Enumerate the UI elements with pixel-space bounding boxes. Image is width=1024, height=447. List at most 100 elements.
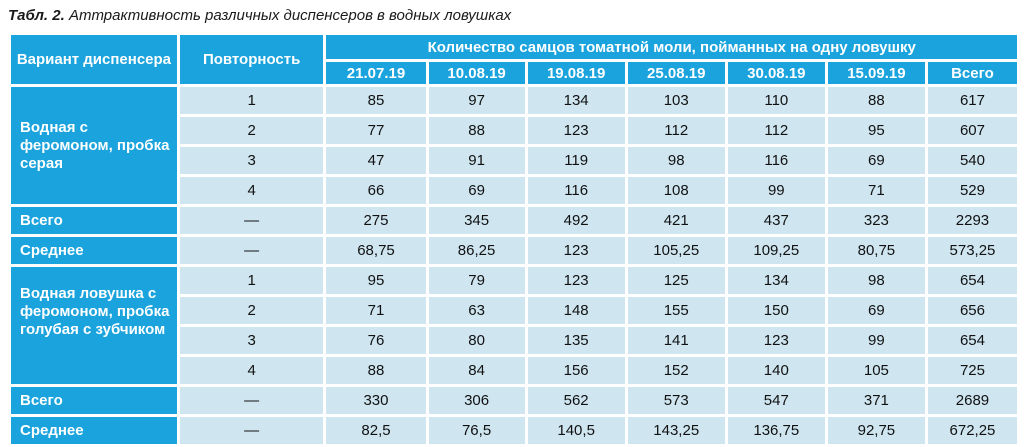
value-cell: 69 [827, 297, 925, 324]
value-cell: 77 [326, 117, 426, 144]
value-cell: 529 [927, 177, 1017, 204]
value-cell: 79 [428, 267, 525, 294]
mean-label: Среднее [11, 417, 177, 444]
value-cell: 116 [527, 177, 625, 204]
value-cell: 573,25 [927, 237, 1017, 264]
value-cell: 134 [527, 87, 625, 114]
value-cell: 725 [927, 357, 1017, 384]
repeat-cell: — [179, 237, 324, 264]
value-cell: 607 [927, 117, 1017, 144]
value-cell: 92,75 [827, 417, 925, 444]
value-cell: 540 [927, 147, 1017, 174]
value-cell: 108 [627, 177, 725, 204]
value-cell: 148 [527, 297, 625, 324]
value-cell: 98 [827, 267, 925, 294]
value-cell: 110 [727, 87, 825, 114]
value-cell: 654 [927, 327, 1017, 354]
value-cell: 371 [827, 387, 925, 414]
header-date: 21.07.19 [326, 62, 426, 84]
header-date: 30.08.19 [727, 62, 825, 84]
mean-label: Среднее [11, 237, 177, 264]
value-cell: 109,25 [727, 237, 825, 264]
value-cell: 76,5 [428, 417, 525, 444]
total-row: Всего —330 306 562 573 547 371 2689 [11, 387, 1017, 414]
repeat-cell: 4 [179, 357, 324, 384]
value-cell: 123 [527, 267, 625, 294]
value-cell: 103 [627, 87, 725, 114]
value-cell: 150 [727, 297, 825, 324]
repeat-cell: — [179, 387, 324, 414]
repeat-cell: 3 [179, 327, 324, 354]
table-row: 2 71 63 148 155 150 69 656 [11, 297, 1017, 324]
total-row: Всего —275 345 492 421 437 323 2293 [11, 207, 1017, 234]
value-cell: 66 [326, 177, 426, 204]
value-cell: 47 [326, 147, 426, 174]
table-row: 4 88 84 156 152 140 105 725 [11, 357, 1017, 384]
value-cell: 2293 [927, 207, 1017, 234]
value-cell: 71 [827, 177, 925, 204]
header-total: Всего [927, 62, 1017, 84]
value-cell: 88 [428, 117, 525, 144]
value-cell: 134 [727, 267, 825, 294]
value-cell: 421 [627, 207, 725, 234]
value-cell: 88 [326, 357, 426, 384]
value-cell: 80,75 [827, 237, 925, 264]
value-cell: 88 [827, 87, 925, 114]
table-caption: Табл. 2. Аттрактивность различных диспен… [8, 4, 511, 28]
value-cell: 135 [527, 327, 625, 354]
header-group: Количество самцов томатной моли, пойманн… [326, 35, 1017, 59]
table-row: Водная ловушка с феромоном, пробка голуб… [11, 267, 1017, 384]
table-row: 3 47 91 119 98 116 69 540 [11, 147, 1017, 174]
table-row: 3 76 80 135 141 123 99 654 [11, 327, 1017, 354]
value-cell: 152 [627, 357, 725, 384]
header-date: 15.09.19 [827, 62, 925, 84]
value-cell: 86,25 [428, 237, 525, 264]
value-cell: 119 [527, 147, 625, 174]
value-cell: 91 [428, 147, 525, 174]
value-cell: 654 [927, 267, 1017, 294]
repeat-cell: 2 [179, 297, 324, 324]
value-cell: 69 [428, 177, 525, 204]
value-cell: 99 [827, 327, 925, 354]
value-cell: 82,5 [326, 417, 426, 444]
value-cell: 105,25 [627, 237, 725, 264]
repeat-cell: 1 [179, 267, 324, 294]
value-cell: 69 [827, 147, 925, 174]
total-label: Всего [11, 387, 177, 414]
value-cell: 97 [428, 87, 525, 114]
table-row: 2 77 88 123 112 112 95 607 [11, 117, 1017, 144]
value-cell: 123 [527, 117, 625, 144]
value-cell: 123 [727, 327, 825, 354]
trap-table: Вариант диспенсера Повторность Количеств… [8, 32, 1020, 447]
value-cell: 330 [326, 387, 426, 414]
value-cell: 95 [326, 267, 426, 294]
value-cell: 116 [727, 147, 825, 174]
repeat-cell: — [179, 417, 324, 444]
value-cell: 275 [326, 207, 426, 234]
group-label: Водная ловушка с феромоном, пробка голуб… [11, 267, 177, 384]
mean-row: Среднее —68,75 86,25 123 105,25 109,25 80,75 57… [11, 237, 1017, 264]
header-date: 25.08.19 [627, 62, 725, 84]
value-cell: 143,25 [627, 417, 725, 444]
value-cell: 547 [727, 387, 825, 414]
value-cell: 656 [927, 297, 1017, 324]
value-cell: 99 [727, 177, 825, 204]
caption-title: Аттрактивность различных диспенсеров в в… [68, 7, 512, 24]
repeat-cell: 4 [179, 177, 324, 204]
value-cell: 80 [428, 327, 525, 354]
table-row: 4 66 69 116 108 99 71 529 [11, 177, 1017, 204]
group-label: Водная с феромоном, пробка серая [11, 87, 177, 204]
value-cell: 672,25 [927, 417, 1017, 444]
value-cell: 306 [428, 387, 525, 414]
repeat-cell: 3 [179, 147, 324, 174]
repeat-cell: — [179, 207, 324, 234]
value-cell: 345 [428, 207, 525, 234]
value-cell: 95 [827, 117, 925, 144]
caption-prefix: Табл. 2. [8, 7, 65, 24]
header-date: 10.08.19 [428, 62, 525, 84]
header-variant: Вариант диспенсера [11, 35, 177, 84]
value-cell: 562 [527, 387, 625, 414]
value-cell: 71 [326, 297, 426, 324]
table-row: Водная с феромоном, пробка серая 1 85 97 134… [11, 87, 1017, 204]
header-date: 19.08.19 [527, 62, 625, 84]
